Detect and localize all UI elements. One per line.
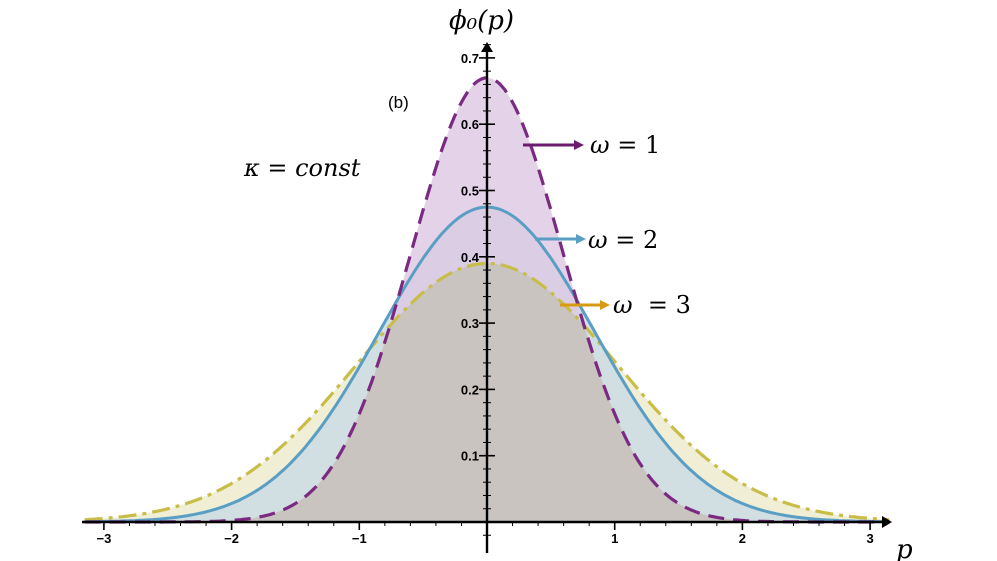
x-tick-label: 1 bbox=[611, 531, 618, 546]
svg-text:ω = 3: ω = 3 bbox=[613, 291, 691, 319]
x-tick-label: −2 bbox=[224, 531, 239, 546]
series-line-3 bbox=[84, 261, 890, 522]
tick-labels: −3 −2 −1 1 2 3 0.1 0.2 0.3 0.4 0.5 0.6 0.7 bbox=[96, 51, 873, 546]
x-tick-label: 3 bbox=[866, 531, 873, 546]
svg-text:ω = 2: ω = 2 bbox=[588, 226, 658, 254]
x-axis-arrowhead bbox=[882, 516, 892, 528]
series-label-omega-2: ω = 2 bbox=[588, 226, 658, 254]
y-tick-label: 0.6 bbox=[461, 117, 479, 132]
x-axis-title: p bbox=[896, 535, 913, 561]
y-tick-label: 0.5 bbox=[461, 184, 479, 199]
arrow-head-2 bbox=[576, 234, 586, 244]
tick-marks bbox=[103, 44, 871, 536]
axes bbox=[82, 42, 892, 553]
series-label-omega-3: ω = 3 bbox=[613, 291, 691, 319]
omega-symbol: ω bbox=[588, 226, 608, 254]
y-tick-label: 0.1 bbox=[461, 449, 479, 464]
y-axis-arrowhead bbox=[481, 42, 493, 52]
y-tick-label: 0.4 bbox=[461, 250, 480, 265]
arrow-head-3 bbox=[600, 300, 610, 310]
y-tick-label: 0.7 bbox=[461, 51, 479, 66]
omega-symbol: ω bbox=[590, 131, 610, 159]
x-tick-label: −3 bbox=[96, 531, 111, 546]
arrow-head-1 bbox=[574, 140, 584, 150]
y-tick-label: 0.3 bbox=[461, 316, 479, 331]
svg-text:ω = 1: ω = 1 bbox=[590, 131, 660, 159]
kappa-annotation: κ = const bbox=[243, 154, 361, 182]
x-tick-label: 2 bbox=[739, 531, 746, 546]
series-label-omega-1: ω = 1 bbox=[590, 131, 660, 159]
y-axis-title: ϕ₀(p) bbox=[449, 6, 514, 36]
panel-label: (b) bbox=[388, 93, 409, 112]
series-label-arrows bbox=[523, 140, 610, 310]
x-tick-label: −1 bbox=[352, 531, 367, 546]
omega-symbol: ω bbox=[613, 291, 633, 319]
y-tick-label: 0.2 bbox=[461, 382, 479, 397]
